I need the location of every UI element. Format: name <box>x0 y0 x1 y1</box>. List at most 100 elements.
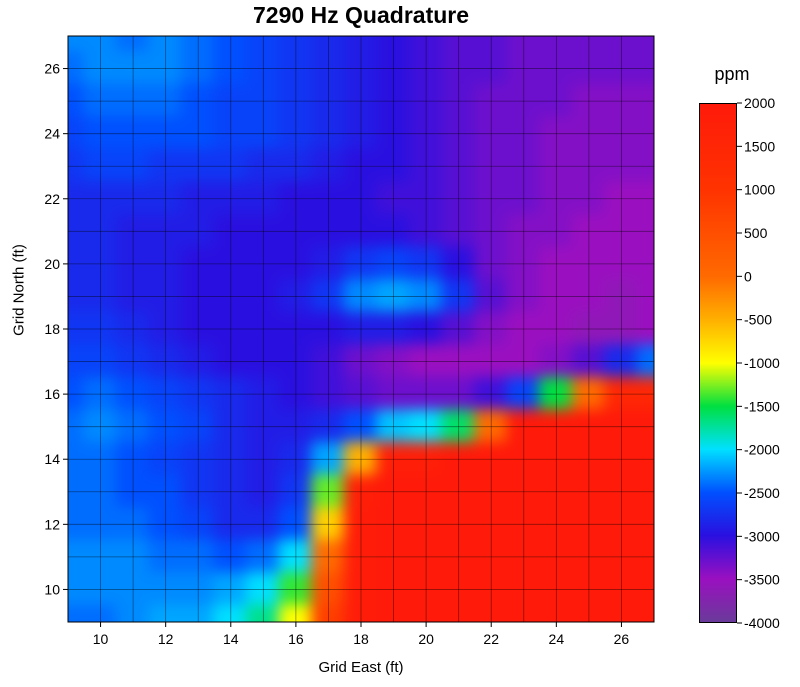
x-tick-label: 20 <box>418 631 434 647</box>
colorbar-label: ppm <box>714 64 750 84</box>
heatmap-cell <box>148 51 183 86</box>
x-tick-label: 10 <box>93 631 109 647</box>
heatmap-cell <box>278 572 314 607</box>
heatmap-cell <box>506 376 542 412</box>
y-tick-label: 18 <box>44 321 60 337</box>
heatmap-cell <box>343 181 379 217</box>
heatmap-cell <box>213 214 249 249</box>
heatmap-cell <box>604 344 639 379</box>
heatmap-cell <box>83 279 118 314</box>
heatmap-cell <box>604 507 639 542</box>
heatmap-cell <box>636 474 654 510</box>
colorbar-tick-label: -1500 <box>744 398 780 414</box>
heatmap-cell <box>246 441 281 477</box>
heatmap-cell <box>441 51 476 86</box>
heatmap-cell <box>473 409 509 444</box>
heatmap-cell <box>246 246 281 282</box>
heatmap-cell <box>636 344 654 379</box>
heatmap-cell <box>83 507 118 542</box>
heatmap-cell <box>278 409 314 444</box>
heatmap-cell <box>604 116 639 151</box>
heatmap-cell <box>278 83 314 119</box>
heatmap-cell <box>115 214 151 249</box>
heatmap-cell <box>68 507 86 542</box>
heatmap-cell <box>506 311 542 347</box>
heatmap-cell <box>441 441 476 477</box>
heatmap-cell <box>213 572 249 607</box>
x-axis-label: Grid East (ft) <box>318 659 404 676</box>
colorbar-tick-label: -2000 <box>744 442 780 458</box>
heatmap-cell <box>148 36 183 54</box>
plot-grid <box>68 36 654 622</box>
heatmap-cell <box>311 36 346 54</box>
x-tick-label: 24 <box>549 631 565 647</box>
heatmap-cell <box>213 51 249 86</box>
heatmap-cell <box>408 604 444 622</box>
heatmap-cell <box>278 376 314 412</box>
heatmap-cell <box>408 51 444 86</box>
heatmap-cell <box>83 539 118 575</box>
heatmap-cell <box>473 376 509 412</box>
heatmap-cell <box>278 214 314 249</box>
heatmap-cell <box>539 36 574 54</box>
colorbar-tick-label: -3500 <box>744 572 780 588</box>
heatmap-cell <box>539 409 574 444</box>
x-tick-label: 26 <box>614 631 630 647</box>
heatmap-cell <box>539 474 574 510</box>
heatmap-cell <box>539 181 574 217</box>
heatmap-cell <box>441 246 476 282</box>
heatmap-cell <box>408 441 444 477</box>
heatmap-cell <box>636 604 654 622</box>
colorbar-tick-label: -1000 <box>744 355 780 371</box>
heatmap-cell <box>539 507 574 542</box>
x-tick-label: 22 <box>483 631 499 647</box>
heatmap-cell <box>376 246 411 282</box>
heatmap-cell <box>180 36 216 54</box>
heatmap-cell <box>83 311 118 347</box>
heatmap-cell <box>246 311 281 347</box>
heatmap-cell <box>68 409 86 444</box>
heatmap-cell <box>539 83 574 119</box>
heatmap-cell <box>473 441 509 477</box>
heatmap-cell <box>278 51 314 86</box>
heatmap-cell <box>68 311 86 347</box>
heatmap-cell <box>571 376 607 412</box>
colorbar <box>699 103 737 623</box>
y-tick-label: 16 <box>44 386 60 402</box>
heatmap-cell <box>115 376 151 412</box>
heatmap-cell <box>68 83 86 119</box>
heatmap-cell <box>311 474 346 510</box>
colorbar-tick-label: 0 <box>744 268 752 284</box>
heatmap-cell <box>148 344 183 379</box>
heatmap-cell <box>473 148 509 184</box>
heatmap-cell <box>604 181 639 217</box>
heatmap-cell <box>441 311 476 347</box>
heatmap-cell <box>180 409 216 444</box>
y-tick-label: 20 <box>44 256 60 272</box>
heatmap-cell <box>408 344 444 379</box>
heatmap-cell <box>376 181 411 217</box>
heatmap-cell <box>68 376 86 412</box>
heatmap-cell <box>539 279 574 314</box>
heatmap-cell <box>180 83 216 119</box>
heatmap-cell <box>83 214 118 249</box>
heatmap-cell <box>636 214 654 249</box>
heatmap-cell <box>311 507 346 542</box>
heatmap-cell <box>506 51 542 86</box>
heatmap-cell <box>278 279 314 314</box>
heatmap-cell <box>148 246 183 282</box>
heatmap-cell <box>115 507 151 542</box>
heatmap-cell <box>506 83 542 119</box>
heatmap-cell <box>83 116 118 151</box>
heatmap-cell <box>376 409 411 444</box>
heatmap-cell <box>213 507 249 542</box>
heatmap-cell <box>506 246 542 282</box>
heatmap-cell <box>376 116 411 151</box>
heatmap-cell <box>213 181 249 217</box>
heatmap-cell <box>539 51 574 86</box>
heatmap-cell <box>506 344 542 379</box>
heatmap-cell <box>246 36 281 54</box>
heatmap-cell <box>343 474 379 510</box>
heatmap-cell <box>571 181 607 217</box>
heatmap-cell <box>148 181 183 217</box>
